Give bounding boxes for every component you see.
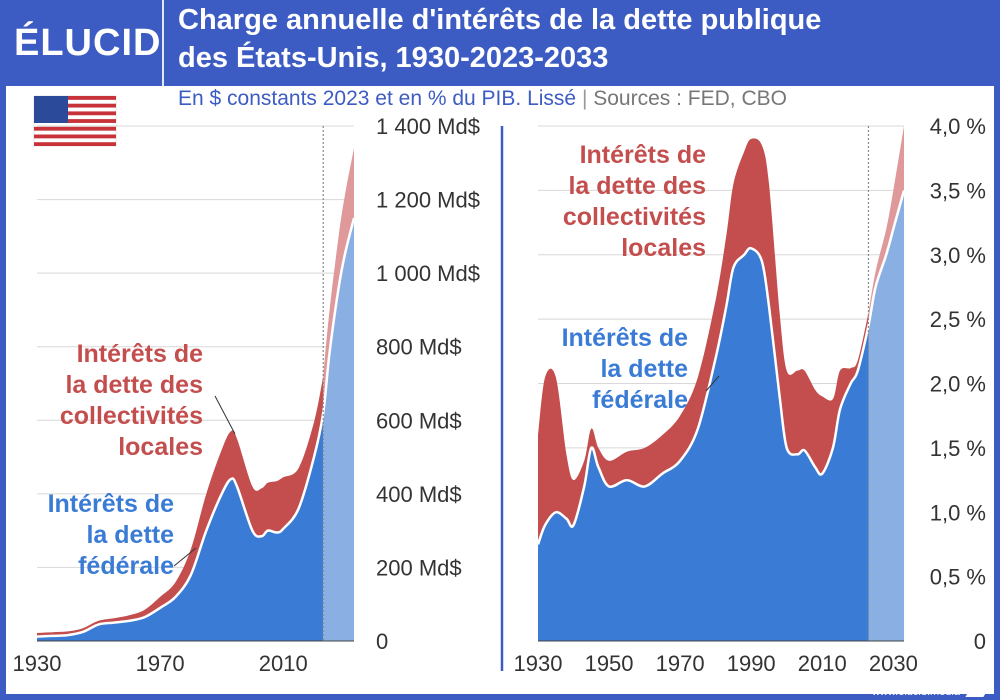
label-leader-line: [214, 395, 236, 435]
chart-title-line2: des États-Unis, 1930-2023-2033: [178, 42, 609, 74]
federal-boundary-line: [536, 190, 906, 545]
x-tick-label: 2010: [259, 651, 308, 676]
label-federal-debt-right: Intérêts de: [562, 324, 689, 352]
label-local-debt: locales: [118, 433, 203, 461]
area-federal-debt: [37, 412, 324, 641]
footer-url: www.elucid.media: [871, 686, 960, 698]
y-tick-label: 600 Md$: [376, 408, 462, 433]
chart-title-line1: Charge annuelle d'intérêts de la dette p…: [178, 4, 822, 36]
chart-left: 0 200 Md$ 400 Md$ 600 Md$ 800 Md$ 1 000 Md$ 1 …: [13, 114, 480, 676]
elucid-logo: ÉLUCID: [14, 22, 162, 64]
label-local-debt-right: Intérêts de: [580, 141, 707, 169]
label-local-debt: la dette des: [65, 371, 203, 399]
x-tick-label: 1930: [13, 651, 62, 676]
y-tick-label: 4,0 %: [930, 114, 986, 139]
area-local-debt: [37, 376, 324, 637]
x-tick-label: 1970: [136, 651, 185, 676]
y-tick-label: 3,5 %: [930, 178, 986, 203]
y-tick-label: 400 Md$: [376, 482, 462, 507]
label-federal-debt-right: la dette: [600, 355, 688, 383]
label-local-debt-right: la dette des: [568, 172, 706, 200]
chart-panel: En $ constants 2023 et en % du PIB. Liss…: [6, 86, 994, 694]
y-tick-label: 1 400 Md$: [376, 114, 480, 139]
charts-svg: 0 200 Md$ 400 Md$ 600 Md$ 800 Md$ 1 000 Md$ 1 …: [13, 95, 986, 676]
x-tick-label: 2030: [869, 651, 918, 676]
x-tick-label: 1990: [727, 651, 776, 676]
label-local-debt-right: locales: [621, 234, 706, 262]
subtitle-separator: |: [581, 87, 588, 110]
y-tick-label: 1,0 %: [930, 500, 986, 525]
y-tick-label: 1 200 Md$: [376, 188, 480, 213]
label-federal-debt-right: fédérale: [592, 386, 688, 414]
y-tick-label: 2,0 %: [930, 372, 986, 397]
y-tick-label: 0: [376, 629, 388, 654]
label-federal-debt: Intérêts de: [48, 490, 175, 518]
label-leader-line: [173, 547, 197, 567]
area-federal-debt-projection: [323, 218, 354, 641]
label-local-debt: Intérêts de: [77, 340, 204, 368]
area-federal-debt-projection: [868, 190, 904, 641]
label-local-debt-right: collectivités: [563, 203, 706, 231]
federal-boundary-line: [36, 217, 356, 638]
chart-subtitle: En $ constants 2023 et en % du PIB. Liss…: [178, 87, 787, 111]
us-flag-icon: [33, 95, 117, 147]
y-tick-label: 1,5 %: [930, 436, 986, 461]
x-tick-label: 1970: [656, 651, 705, 676]
y-tick-label: 0,5 %: [930, 565, 986, 590]
subtitle-units: En $ constants 2023 et en % du PIB. Liss…: [178, 87, 577, 110]
x-tick-label: 1930: [514, 651, 563, 676]
y-tick-label: 1 000 Md$: [376, 261, 480, 286]
area-local-debt-projection: [868, 126, 904, 326]
area-federal-debt: [538, 248, 869, 641]
label-local-debt: collectivités: [60, 402, 203, 430]
x-tick-label: 2010: [798, 651, 847, 676]
header-divider: [162, 0, 164, 86]
y-tick-label: 2,5 %: [930, 307, 986, 332]
y-tick-label: 200 Md$: [376, 555, 462, 580]
header-bar: ÉLUCID Charge annuelle d'intérêts de la …: [0, 0, 1000, 86]
label-leader-line: [705, 375, 720, 392]
y-tick-label: 800 Md$: [376, 335, 462, 360]
subtitle-sources: Sources : FED, CBO: [593, 87, 787, 110]
footer-logo-mark: [965, 688, 989, 697]
label-federal-debt: fédérale: [78, 552, 174, 580]
x-tick-label: 1950: [585, 651, 634, 676]
y-tick-label: 3,0 %: [930, 243, 986, 268]
label-federal-debt: la dette: [86, 521, 174, 549]
y-tick-label: 0: [974, 629, 986, 654]
chart-right: 0 0,5 % 1,0 % 1,5 % 2,0 % 2,5 % 3,0 % 3,5 % 4,0 …: [514, 114, 986, 676]
